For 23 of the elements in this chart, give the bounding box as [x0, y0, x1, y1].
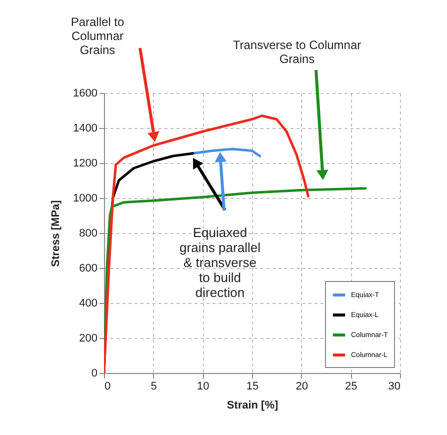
y-axis-title: Stress [MPa] [50, 200, 62, 267]
text: Parallel to Columnar Grains [70, 15, 126, 57]
x-tick-label: 10 [197, 380, 210, 392]
y-tick-label: 1200 [73, 158, 98, 170]
x-tick-label: 15 [246, 380, 259, 392]
annotation: Equiaxed grains parallel & transverse to build direction [178, 225, 262, 300]
y-tick-label: 1400 [73, 122, 98, 134]
x-axis-title: Strain [%] [226, 400, 278, 412]
x-tick-label: 30 [388, 380, 400, 392]
text: Transverse to Columnar Grains [232, 38, 362, 66]
y-tick-label: 0 [91, 368, 98, 380]
y-tick-label: 600 [79, 262, 98, 274]
line-series [104, 114, 310, 373]
line-series [192, 148, 262, 158]
y-tick-label: 1600 [73, 88, 98, 100]
y-tick-label: 800 [79, 228, 98, 240]
y-tick-label: 1000 [73, 192, 98, 204]
x-tick-label: 25 [345, 380, 358, 392]
y-tick-label: 200 [79, 332, 98, 344]
y-tick-label: 400 [79, 298, 98, 310]
x-tick-label: 0 [104, 380, 111, 392]
x-tick-label: 20 [296, 380, 308, 392]
x-tick-label: 5 [150, 380, 157, 392]
